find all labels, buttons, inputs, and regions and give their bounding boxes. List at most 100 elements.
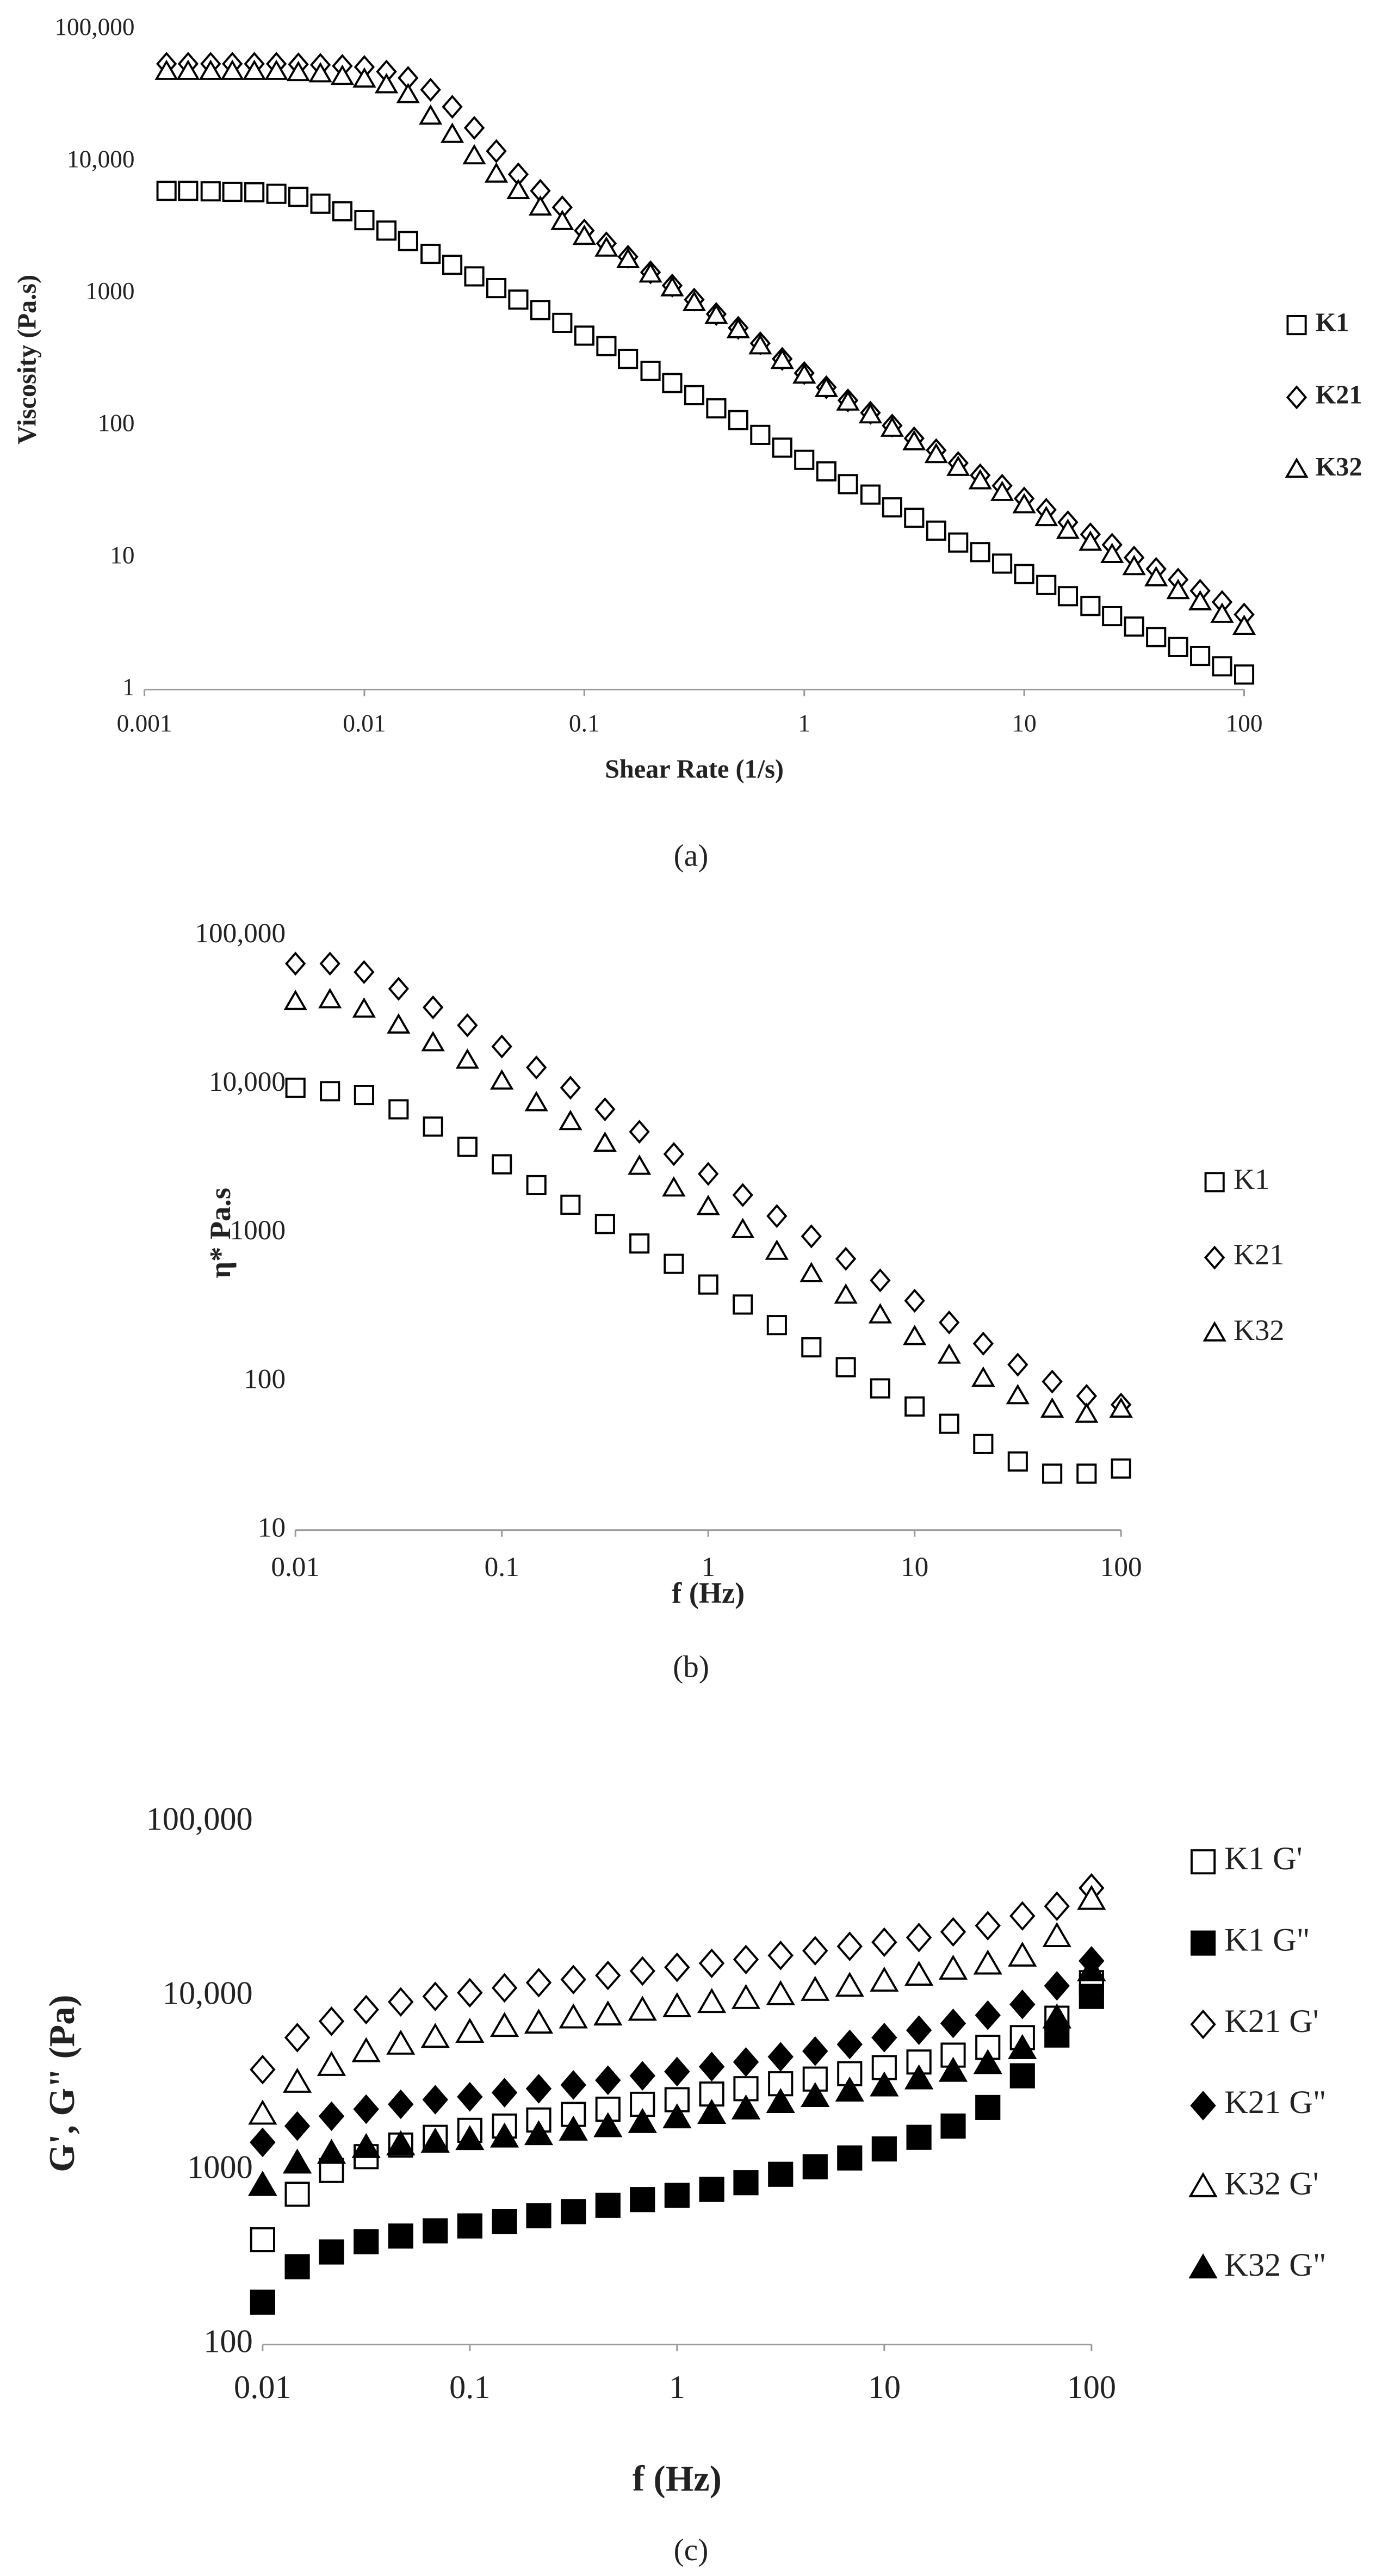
marker-diamond: [940, 2008, 966, 2038]
marker-square: [860, 484, 881, 505]
marker-square: [1190, 1930, 1216, 1956]
marker-triangle: [455, 1048, 480, 1069]
marker-triangle: [317, 2139, 346, 2164]
marker-diamond: [1190, 2009, 1216, 2040]
y-tick-label: 100: [98, 410, 135, 437]
marker-diamond: [698, 1948, 725, 1979]
caption: (a): [674, 838, 709, 873]
x-tick-label: 0.001: [117, 709, 172, 737]
marker-triangle: [1166, 578, 1190, 600]
marker-diamond: [491, 2078, 518, 2108]
x-tick-label: 100: [1226, 709, 1263, 737]
marker-triangle: [904, 2064, 934, 2090]
marker-triangle: [286, 60, 311, 82]
x-tick-label: 0.01: [343, 709, 386, 737]
marker-square: [284, 2182, 310, 2207]
marker-square: [838, 474, 858, 495]
legend-label: K32 G": [1224, 2247, 1326, 2283]
marker-square: [457, 1136, 478, 1157]
x-tick-label: 0.1: [569, 709, 600, 737]
marker-square: [288, 187, 309, 207]
marker-square: [973, 1434, 994, 1454]
marker-triangle: [973, 2049, 1002, 2074]
marker-triangle: [559, 1109, 582, 1131]
marker-triangle: [1056, 518, 1080, 539]
y-tick-label: 100: [244, 1363, 286, 1394]
marker-diamond: [906, 1923, 932, 1953]
marker-triangle: [971, 1366, 995, 1387]
legend-label: K1: [1234, 1163, 1269, 1195]
marker-square: [398, 231, 418, 251]
marker-triangle: [1210, 602, 1234, 623]
marker-square: [250, 2227, 275, 2252]
marker-diamond: [836, 2029, 863, 2060]
marker-triangle: [1034, 505, 1058, 527]
marker-square: [332, 201, 353, 221]
marker-triangle: [868, 1303, 893, 1324]
marker-diamond: [904, 1288, 925, 1313]
marker-triangle: [248, 2170, 277, 2196]
legend-label: K1: [1316, 308, 1349, 337]
marker-square: [354, 2229, 379, 2254]
marker-diamond: [801, 1224, 822, 1249]
marker-square: [706, 398, 727, 419]
marker-triangle: [990, 480, 1014, 501]
marker-diamond: [422, 2085, 449, 2115]
y-tick-label: 10,000: [163, 1975, 253, 2012]
marker-square: [244, 182, 265, 203]
marker-triangle: [870, 2071, 899, 2097]
marker-triangle: [731, 2094, 761, 2120]
marker-diamond: [388, 1987, 414, 2017]
marker-triangle: [1075, 1402, 1099, 1423]
marker-triangle: [880, 416, 904, 437]
marker-square: [1111, 1458, 1131, 1479]
marker-triangle: [593, 2000, 623, 2026]
marker-triangle: [420, 2023, 450, 2048]
marker-triangle: [1077, 1956, 1106, 1981]
marker-square: [492, 2209, 517, 2234]
marker-triangle: [946, 455, 970, 476]
marker-diamond: [442, 95, 463, 119]
marker-triangle: [628, 2108, 657, 2133]
marker-square: [940, 2113, 966, 2139]
marker-square: [698, 1274, 718, 1295]
marker-triangle: [396, 83, 420, 103]
marker-square: [320, 1081, 340, 1102]
marker-square: [596, 336, 617, 356]
y-tick-label: 10: [258, 1512, 286, 1543]
marker-square: [926, 520, 946, 541]
marker-diamond: [457, 2081, 483, 2112]
marker-diamond: [767, 2042, 794, 2072]
y-tick-label: 10,000: [67, 145, 134, 172]
marker-square: [733, 1294, 753, 1315]
legend-label: K21 G": [1224, 2084, 1326, 2121]
marker-diamond: [354, 960, 375, 984]
marker-diamond: [284, 2111, 311, 2141]
marker-square: [222, 182, 243, 202]
y-axis-label: Viscosity (Pa.s): [13, 275, 41, 444]
marker-diamond: [975, 2000, 1001, 2030]
marker-triangle: [800, 1262, 823, 1282]
marker-triangle: [242, 59, 267, 80]
marker-triangle: [968, 469, 992, 490]
marker-square: [526, 1175, 547, 1195]
marker-diamond: [525, 1055, 547, 1080]
marker-triangle: [330, 64, 355, 85]
marker-diamond: [1009, 1990, 1036, 2019]
marker-diamond: [802, 1936, 828, 1966]
marker-diamond: [491, 1973, 518, 2003]
marker-square: [629, 1233, 650, 1254]
marker-square: [310, 193, 331, 214]
legend-label: K32: [1316, 453, 1362, 481]
marker-square: [662, 373, 683, 393]
marker-diamond: [422, 1981, 449, 2011]
marker-triangle: [220, 59, 244, 80]
x-tick-label: 10: [868, 2369, 901, 2406]
marker-diamond: [318, 2006, 345, 2036]
y-tick-label: 1000: [187, 2149, 253, 2185]
marker-square: [561, 2199, 586, 2225]
marker-triangle: [903, 1325, 927, 1345]
marker-diamond: [733, 2047, 759, 2077]
marker-square: [552, 312, 573, 333]
marker-square: [266, 183, 287, 204]
